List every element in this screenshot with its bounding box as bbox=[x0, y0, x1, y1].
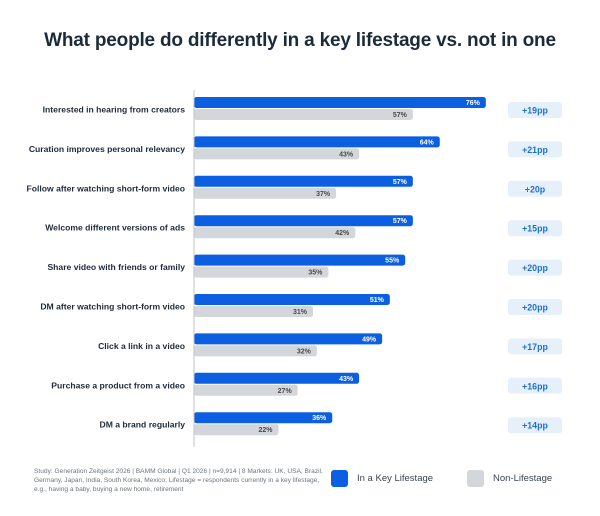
legend-item-non-lifestage: Non-Lifestage bbox=[467, 470, 552, 487]
bar-lifestage bbox=[194, 294, 390, 305]
bar-non-lifestage bbox=[194, 345, 317, 357]
bar-non-lifestage bbox=[194, 384, 298, 396]
legend-swatch-lifestage bbox=[331, 470, 348, 487]
value-label-non-lifestage: 22% bbox=[258, 427, 273, 434]
legend-label-lifestage: In a Key Lifestage bbox=[357, 473, 434, 484]
category-label: DM after watching short-form video bbox=[40, 302, 185, 312]
difference-label: +14pp bbox=[522, 421, 548, 431]
value-label-lifestage: 55% bbox=[385, 258, 400, 265]
bar-lifestage bbox=[194, 333, 383, 345]
footnote: Study: Generation Zeitgeist 2026 | BAMM … bbox=[34, 468, 323, 493]
value-label-non-lifestage: 32% bbox=[297, 348, 312, 355]
difference-badge bbox=[508, 102, 562, 118]
difference-badge bbox=[508, 338, 562, 355]
difference-badge bbox=[508, 299, 562, 315]
value-label-lifestage: 57% bbox=[393, 179, 408, 186]
bar-non-lifestage bbox=[194, 306, 314, 317]
value-label-non-lifestage: 37% bbox=[316, 191, 331, 198]
bar-lifestage bbox=[194, 97, 486, 108]
bar-lifestage bbox=[194, 175, 413, 187]
value-label-lifestage: 43% bbox=[339, 376, 354, 383]
bar-lifestage bbox=[194, 412, 333, 424]
difference-badge bbox=[508, 259, 562, 276]
difference-badge bbox=[508, 417, 562, 434]
difference-badge bbox=[508, 220, 562, 237]
category-label: DM a brand regularly bbox=[100, 420, 186, 430]
bar-non-lifestage bbox=[194, 266, 329, 278]
legend-item-lifestage: In a Key Lifestage bbox=[331, 470, 433, 487]
bar-lifestage bbox=[194, 372, 360, 384]
category-label: Follow after watching short-form video bbox=[26, 183, 185, 193]
category-label: Purchase a product from a video bbox=[51, 380, 185, 390]
category-label: Welcome different versions of ads bbox=[45, 223, 185, 233]
difference-label: +19pp bbox=[522, 106, 548, 116]
bar-non-lifestage bbox=[194, 424, 279, 436]
value-label-non-lifestage: 31% bbox=[293, 309, 308, 316]
value-label-non-lifestage: 57% bbox=[393, 112, 408, 119]
bar-lifestage bbox=[194, 254, 406, 266]
value-label-lifestage: 57% bbox=[393, 218, 408, 225]
difference-label: +20pp bbox=[522, 303, 548, 313]
value-label-lifestage: 49% bbox=[362, 336, 377, 343]
category-label: Share video with friends or family bbox=[47, 262, 185, 272]
bar-non-lifestage bbox=[194, 109, 413, 120]
category-label: Curation improves personal relevancy bbox=[29, 144, 185, 154]
value-label-non-lifestage: 43% bbox=[339, 151, 354, 158]
value-label-non-lifestage: 35% bbox=[308, 270, 323, 277]
value-label-lifestage: 36% bbox=[312, 415, 327, 422]
chart-title: What people do differently in a key life… bbox=[44, 30, 556, 51]
difference-label: +20pp bbox=[522, 263, 548, 273]
bar-non-lifestage bbox=[194, 148, 360, 160]
difference-label: +15pp bbox=[522, 224, 548, 234]
value-label-lifestage: 64% bbox=[420, 139, 435, 146]
difference-label: +20p bbox=[525, 184, 546, 194]
legend-label-non-lifestage: Non-Lifestage bbox=[493, 473, 553, 484]
difference-badge bbox=[508, 141, 562, 158]
legend-swatch-non-lifestage bbox=[467, 470, 484, 487]
value-label-non-lifestage: 42% bbox=[335, 230, 350, 237]
difference-badge bbox=[508, 180, 562, 197]
category-label: Click a link in a video bbox=[98, 341, 185, 351]
bar-lifestage bbox=[194, 136, 440, 148]
difference-label: +16pp bbox=[522, 381, 548, 391]
bar-non-lifestage bbox=[194, 227, 356, 239]
bar-non-lifestage bbox=[194, 187, 337, 199]
difference-badge bbox=[508, 377, 562, 394]
value-label-lifestage: 51% bbox=[370, 297, 385, 304]
bar-lifestage bbox=[194, 215, 413, 227]
difference-label: +17pp bbox=[522, 342, 548, 352]
category-label: Interested in hearing from creators bbox=[43, 105, 186, 115]
value-label-lifestage: 76% bbox=[466, 100, 481, 107]
value-label-non-lifestage: 27% bbox=[278, 388, 293, 395]
difference-label: +21pp bbox=[522, 145, 548, 155]
